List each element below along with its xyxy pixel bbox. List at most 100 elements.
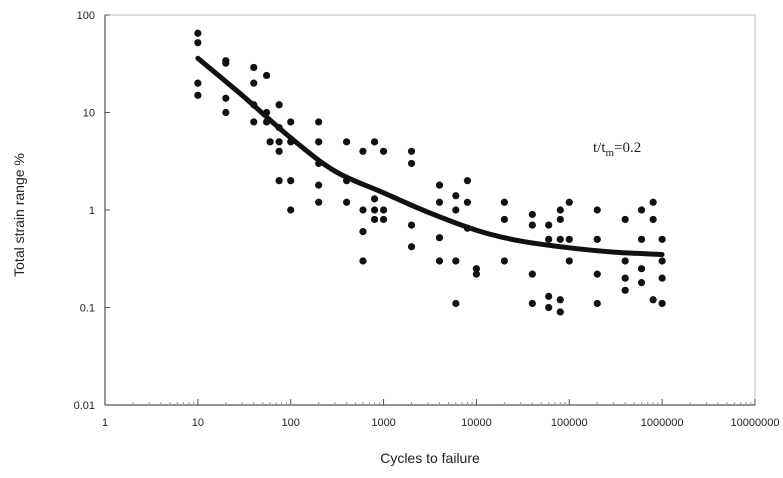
data-point (370, 206, 379, 214)
data-point (556, 235, 564, 243)
data-point (528, 270, 536, 278)
data-point (435, 234, 444, 242)
data-point (263, 71, 271, 80)
data-point (637, 235, 646, 243)
data-point (407, 147, 416, 155)
x-tick-label: 1000 (371, 417, 395, 429)
data-point (545, 235, 553, 243)
y-tick-label: 0.01 (74, 400, 95, 412)
data-point (250, 63, 258, 72)
data-point (287, 177, 295, 185)
data-point (637, 206, 646, 214)
data-point (637, 265, 646, 273)
data-point (621, 215, 629, 224)
y-axis-title: Total strain range % (11, 153, 27, 277)
x-tick-label: 10000000 (731, 417, 780, 429)
data-point (528, 299, 536, 308)
data-point (658, 257, 666, 265)
plot-frame (104, 14, 756, 406)
data-point (621, 274, 629, 282)
data-point (250, 118, 258, 126)
data-point (593, 206, 601, 214)
data-point (379, 206, 388, 214)
data-point (275, 101, 283, 109)
data-point (435, 181, 444, 189)
data-point (359, 228, 367, 236)
data-point (250, 79, 258, 87)
data-point (500, 257, 508, 265)
data-point (222, 108, 230, 117)
data-point (649, 215, 657, 224)
data-point (500, 198, 508, 206)
x-tick-label: 10000 (461, 417, 492, 429)
data-point (452, 299, 460, 308)
data-point (556, 296, 564, 304)
data-point (315, 198, 323, 206)
data-point (194, 39, 202, 47)
x-tick-label: 100000 (551, 417, 588, 429)
data-point (407, 243, 416, 251)
data-point (658, 274, 666, 282)
y-tick-label: 1 (89, 205, 95, 217)
fit-curve (195, 55, 665, 257)
data-point (275, 138, 283, 146)
data-point (565, 235, 573, 243)
data-point (463, 198, 472, 206)
data-point (370, 215, 379, 224)
data-point (545, 221, 553, 229)
data-point (379, 215, 388, 224)
data-point (222, 59, 230, 67)
data-point (637, 279, 646, 287)
data-point (315, 118, 323, 126)
data-point (343, 138, 351, 146)
data-point (545, 292, 553, 300)
data-point (315, 138, 323, 146)
data-point (565, 198, 573, 206)
data-point (370, 195, 379, 203)
data-point (287, 206, 295, 214)
annotation-label: t/tm=0.2 (593, 140, 641, 159)
data-point (194, 91, 202, 99)
data-point (545, 303, 553, 312)
x-tick-label: 10 (192, 417, 204, 429)
data-point (194, 29, 202, 37)
data-point (528, 210, 536, 219)
data-point (275, 177, 283, 185)
data-point (266, 138, 274, 146)
data-point (359, 206, 367, 214)
y-tick-label: 0.1 (80, 303, 95, 315)
data-point (621, 286, 629, 294)
data-point (452, 206, 460, 214)
data-point (593, 235, 601, 243)
data-point (528, 221, 536, 229)
data-point (565, 257, 573, 265)
data-point (452, 192, 460, 200)
data-point (472, 265, 481, 273)
data-point (621, 257, 629, 265)
x-tick-label: 1 (102, 417, 108, 429)
data-point (194, 79, 202, 87)
data-point (287, 118, 295, 126)
data-point (649, 198, 657, 206)
data-point (359, 257, 367, 265)
data-point (435, 257, 444, 265)
x-tick-label: 100 (282, 417, 300, 429)
data-point (500, 215, 508, 224)
x-tick-label: 1000000 (641, 417, 684, 429)
data-point (343, 198, 351, 206)
y-tick-label: 100 (77, 10, 95, 22)
data-point (658, 235, 666, 243)
data-point (556, 308, 564, 316)
data-point (463, 177, 472, 185)
data-point (593, 270, 601, 278)
data-point (370, 138, 379, 146)
data-point (379, 147, 388, 155)
data-point (472, 270, 481, 278)
data-point (452, 257, 460, 265)
y-tick-label: 10 (83, 108, 95, 120)
data-point (556, 206, 564, 214)
data-point (315, 181, 323, 189)
data-point (222, 94, 230, 102)
